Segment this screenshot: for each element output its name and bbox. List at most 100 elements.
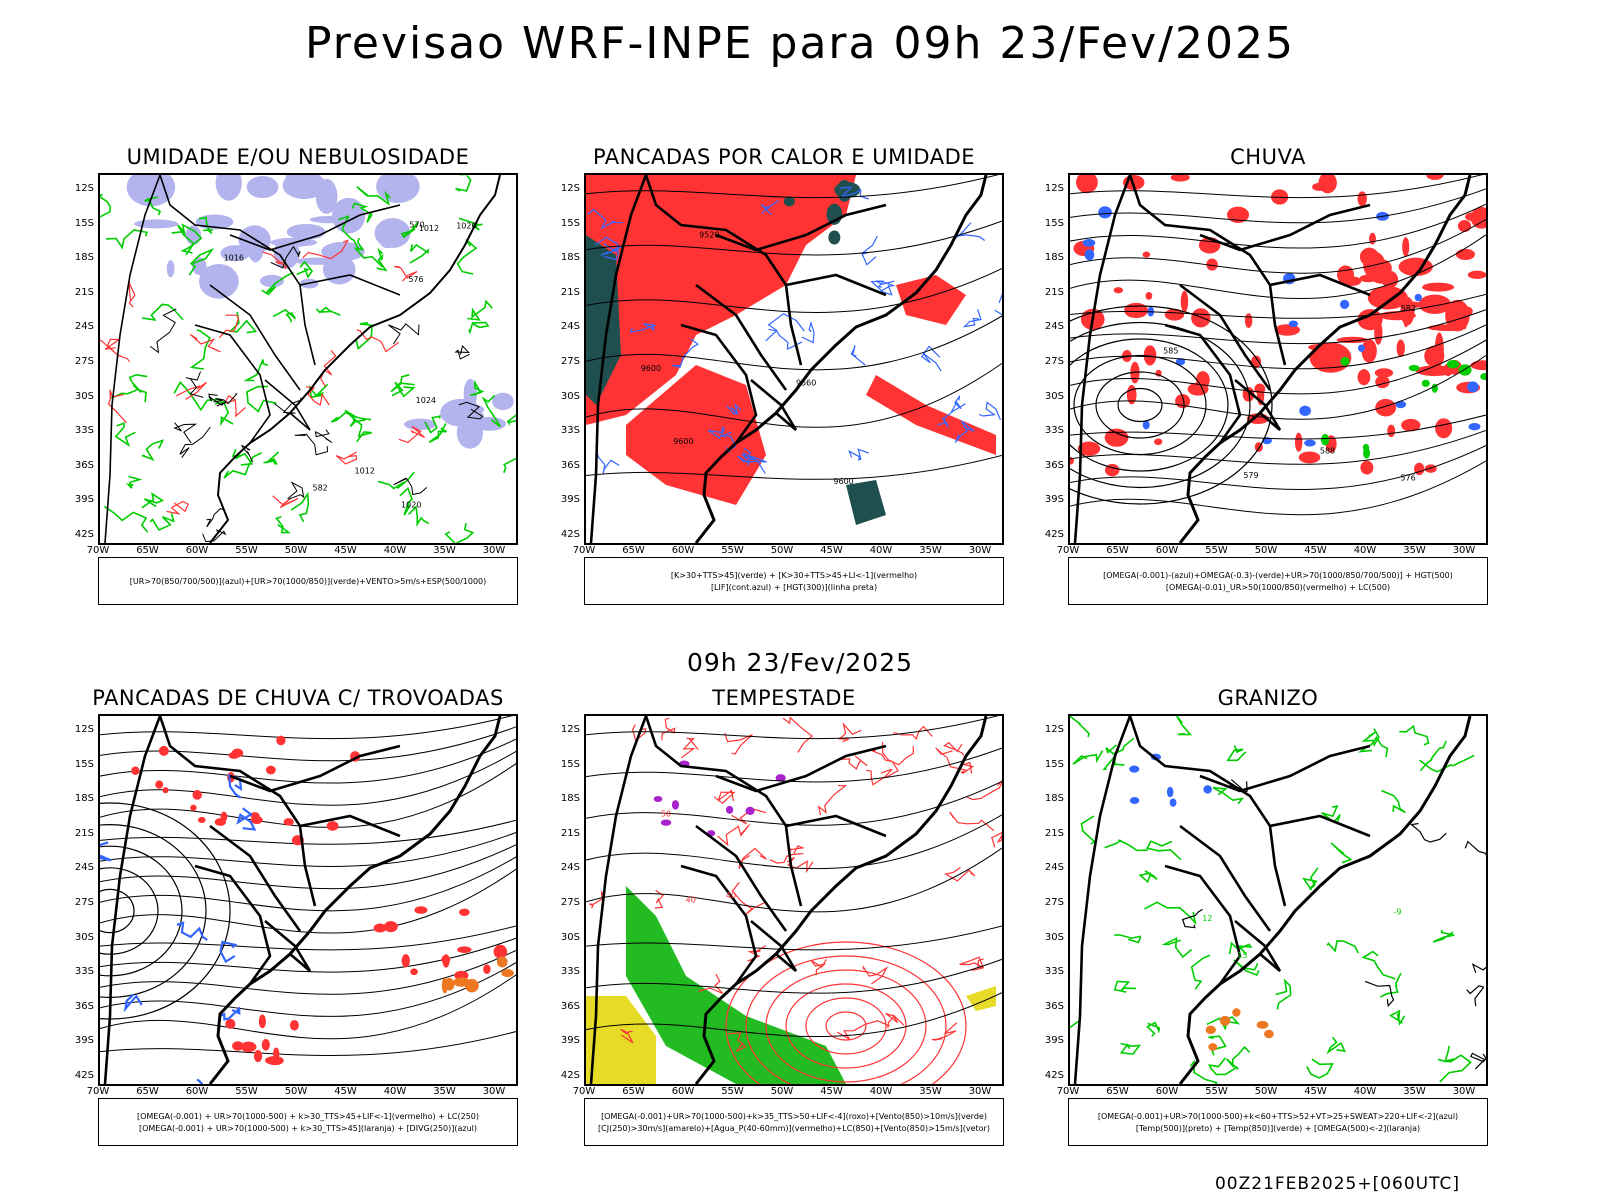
temp850-contour xyxy=(1189,1059,1218,1084)
rh-low-contour xyxy=(189,329,211,370)
lif-contour xyxy=(801,320,815,344)
convection-area xyxy=(225,1018,236,1029)
rh-low-contour xyxy=(100,194,112,218)
temp850-contour xyxy=(1326,1036,1346,1055)
legend-box: [OMEGA(-0.001)-(azul)+OMEGA(-0.3)-(verde… xyxy=(1068,557,1488,605)
omega-rh-area xyxy=(1367,286,1408,310)
temp850-contour xyxy=(1226,745,1247,762)
rh-low-contour xyxy=(149,513,175,531)
omega-rh-area xyxy=(1402,237,1410,257)
latitude-label: 33S xyxy=(560,966,580,978)
latitude-label: 39S xyxy=(1044,494,1064,506)
longitude-label: 35W xyxy=(433,1086,456,1097)
lif-contour xyxy=(721,431,737,453)
lc250-streamline xyxy=(100,802,231,1020)
longitude-label: 50W xyxy=(770,1086,794,1097)
omega-rh-area xyxy=(1180,290,1189,313)
rh-low-contour xyxy=(376,247,388,272)
precip-water-contour xyxy=(893,725,933,741)
longitude-label: 65W xyxy=(622,545,645,556)
convection-area xyxy=(261,1038,270,1051)
latitude-label: 21S xyxy=(74,286,94,298)
latitude-label: 30S xyxy=(74,931,94,943)
pressure-contour xyxy=(173,422,198,444)
lc250-streamline xyxy=(100,974,516,1040)
latitude-label: 33S xyxy=(1044,425,1064,437)
hgt300-contour xyxy=(586,175,999,199)
latitude-label: 42S xyxy=(74,1070,94,1081)
country-border xyxy=(1164,323,1242,444)
omega-rh-area xyxy=(1396,339,1405,358)
longitude-label: 45W xyxy=(820,1086,843,1097)
longitude-label: 60W xyxy=(185,545,209,556)
omega-strong-area xyxy=(1408,364,1420,372)
pressure-contour xyxy=(213,393,238,405)
precip-water-contour xyxy=(949,811,995,832)
latitude-label: 39S xyxy=(74,1035,94,1047)
convection-area xyxy=(253,1050,263,1063)
hgt300-contour xyxy=(586,454,1002,480)
temp850-contour xyxy=(1357,735,1389,758)
divergence-contour xyxy=(228,773,243,799)
contour-label: 9600 xyxy=(833,477,853,486)
streamline xyxy=(1070,460,1486,516)
panel-title: PANCADAS DE CHUVA C/ TROVOADAS xyxy=(92,686,504,710)
omega500-area xyxy=(1232,1008,1241,1017)
omega-rh-area xyxy=(1343,276,1362,286)
thickness-contour xyxy=(306,386,330,406)
legend-box: [OMEGA(-0.001) + UR>70(1000-500) + k>30_… xyxy=(98,1098,518,1146)
latitude-label: 18S xyxy=(1044,793,1064,805)
country-border xyxy=(229,204,401,251)
contour-label: -9 xyxy=(1393,908,1401,917)
temp850-contour xyxy=(1275,978,1292,1010)
convection-area xyxy=(266,1056,284,1066)
omega-rh-area xyxy=(1107,429,1115,444)
omega-rh-area xyxy=(1361,339,1377,363)
legend-text: [CJ(250)>30m/s](amarelo)+[Agua_P(40-60mm… xyxy=(598,1123,990,1133)
thickness-contour xyxy=(398,425,425,444)
convection-area xyxy=(383,921,398,933)
omega500-area xyxy=(1219,1015,1231,1026)
rh-low-contour xyxy=(356,186,391,206)
hail-area xyxy=(1129,765,1140,773)
longitude-label: 35W xyxy=(1403,545,1426,556)
panel-title: GRANIZO xyxy=(1217,686,1319,710)
rh-low-contour xyxy=(173,380,220,412)
omega-rh-area xyxy=(1113,287,1124,294)
longitude-label: 40W xyxy=(1353,1086,1377,1097)
rh-low-contour xyxy=(455,175,472,192)
pressure-contour xyxy=(314,429,333,444)
rh-low-contour xyxy=(180,223,203,254)
country-border xyxy=(194,324,271,444)
longitude-label: 35W xyxy=(919,545,942,556)
humidity-area xyxy=(294,257,341,265)
precip-water-contour xyxy=(654,889,664,909)
temp500-contour xyxy=(1469,1052,1486,1070)
omega-rh-area xyxy=(1467,270,1486,280)
lc250-streamline xyxy=(100,726,516,762)
lif-contour xyxy=(587,208,623,230)
omega-area xyxy=(1395,400,1407,409)
country-border xyxy=(1199,744,1371,793)
longitude-label: 45W xyxy=(1304,1086,1327,1097)
temp850-contour xyxy=(1381,789,1406,814)
temp850-contour xyxy=(1138,870,1158,884)
country-border xyxy=(158,716,317,907)
longitude-label: 65W xyxy=(136,1086,159,1097)
contour-label: 40 xyxy=(726,891,736,900)
latitude-label: 21S xyxy=(560,827,580,839)
temp850-contour xyxy=(1380,972,1402,998)
omega-rh-area xyxy=(1401,418,1421,432)
jet-area xyxy=(586,996,656,1084)
latitude-label: 39S xyxy=(560,494,580,506)
contour-label: 582 xyxy=(1401,304,1416,313)
lc250-streamline xyxy=(100,961,516,1017)
convection-area xyxy=(231,748,244,758)
longitude-label: 45W xyxy=(1304,545,1327,556)
temp850-contour xyxy=(1389,1009,1406,1026)
legend-text: [OMEGA(-0.001)+UR>70(1000-500)+k<60+TTS>… xyxy=(1097,1111,1459,1121)
coastline xyxy=(1178,175,1472,543)
convection-area xyxy=(240,1041,257,1053)
latitude-label: 12S xyxy=(560,183,580,194)
hail-area xyxy=(1129,796,1140,805)
